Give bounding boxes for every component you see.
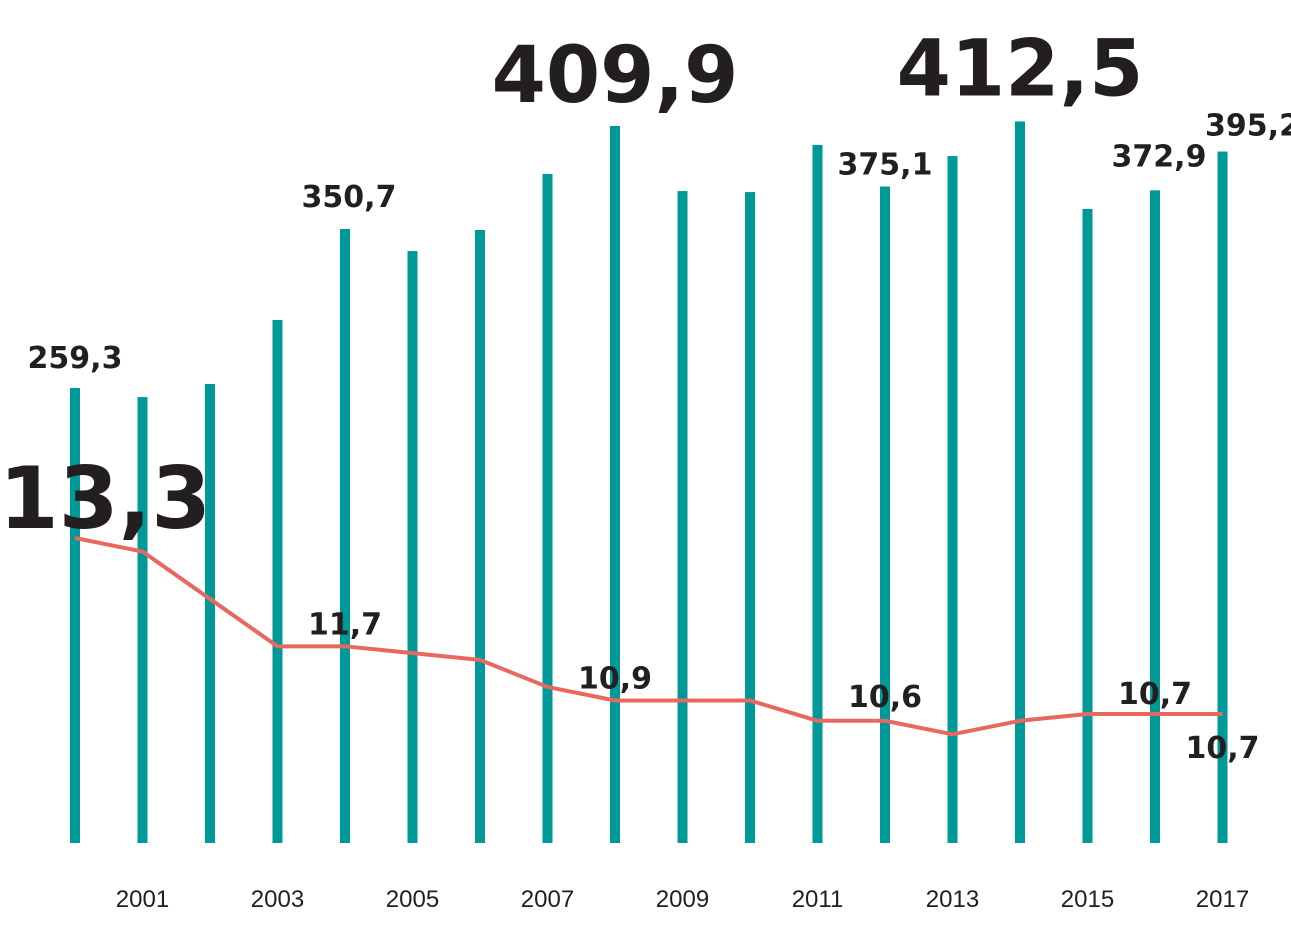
bar-2013 [947,156,958,844]
data-label-bar-2014: 412,5 [897,24,1144,114]
bar-2006 [475,230,485,843]
x-tick-label: 2015 [1061,886,1114,913]
x-tick-label: 2005 [386,886,439,913]
x-tick-label: 2011 [792,886,844,913]
bar-2015 [1082,208,1093,844]
data-label-line-2004: 11,7 [308,607,382,642]
bar-2016 [1150,190,1160,843]
bar-2017 [1217,151,1228,843]
bar-2001 [137,397,148,843]
x-tick-label: 2007 [521,886,574,913]
data-label-bar-2000: 259,3 [28,341,123,376]
bar-2000 [70,388,80,843]
data-label-line-2008: 10,9 [578,661,652,696]
bar-2008 [610,125,620,844]
x-tick-label: 2013 [926,886,979,913]
bar-2014 [1015,121,1025,843]
x-tick-label: 2009 [656,886,709,913]
data-label-line-2017: 10,7 [1185,731,1259,766]
bar-2012 [880,186,890,843]
bar-2003 [272,319,283,843]
data-label-line-2016: 10,7 [1118,677,1192,712]
x-tick-label: 2003 [251,886,304,913]
bar-2007 [542,173,553,844]
data-label-bar-2004: 350,7 [302,180,397,215]
bar-2005 [407,251,418,843]
data-label-bar-2008: 409,9 [492,31,739,121]
line-path [74,536,1223,737]
x-tick-label: 2001 [116,886,169,913]
data-label-bar-2017: 395,2 [1205,109,1291,144]
bar-2002 [205,383,215,843]
bar-2011 [812,144,823,843]
data-label-bar-2012: 375,1 [838,148,933,183]
line-series [74,536,1223,737]
data-label-line-2012: 10,6 [848,680,922,715]
x-tick-label: 2017 [1196,886,1249,913]
data-label-bar-2016: 372,9 [1112,139,1207,174]
bar-2004 [340,228,350,844]
bar-series [70,121,1228,844]
bar-2009 [677,191,688,844]
x-axis-ticks: 2001 2003 2005 2007 2009 2011 2013 2015 2017 [116,886,1249,913]
data-label-line-2000: 13,3 [0,449,211,549]
bar-2010 [745,192,755,844]
